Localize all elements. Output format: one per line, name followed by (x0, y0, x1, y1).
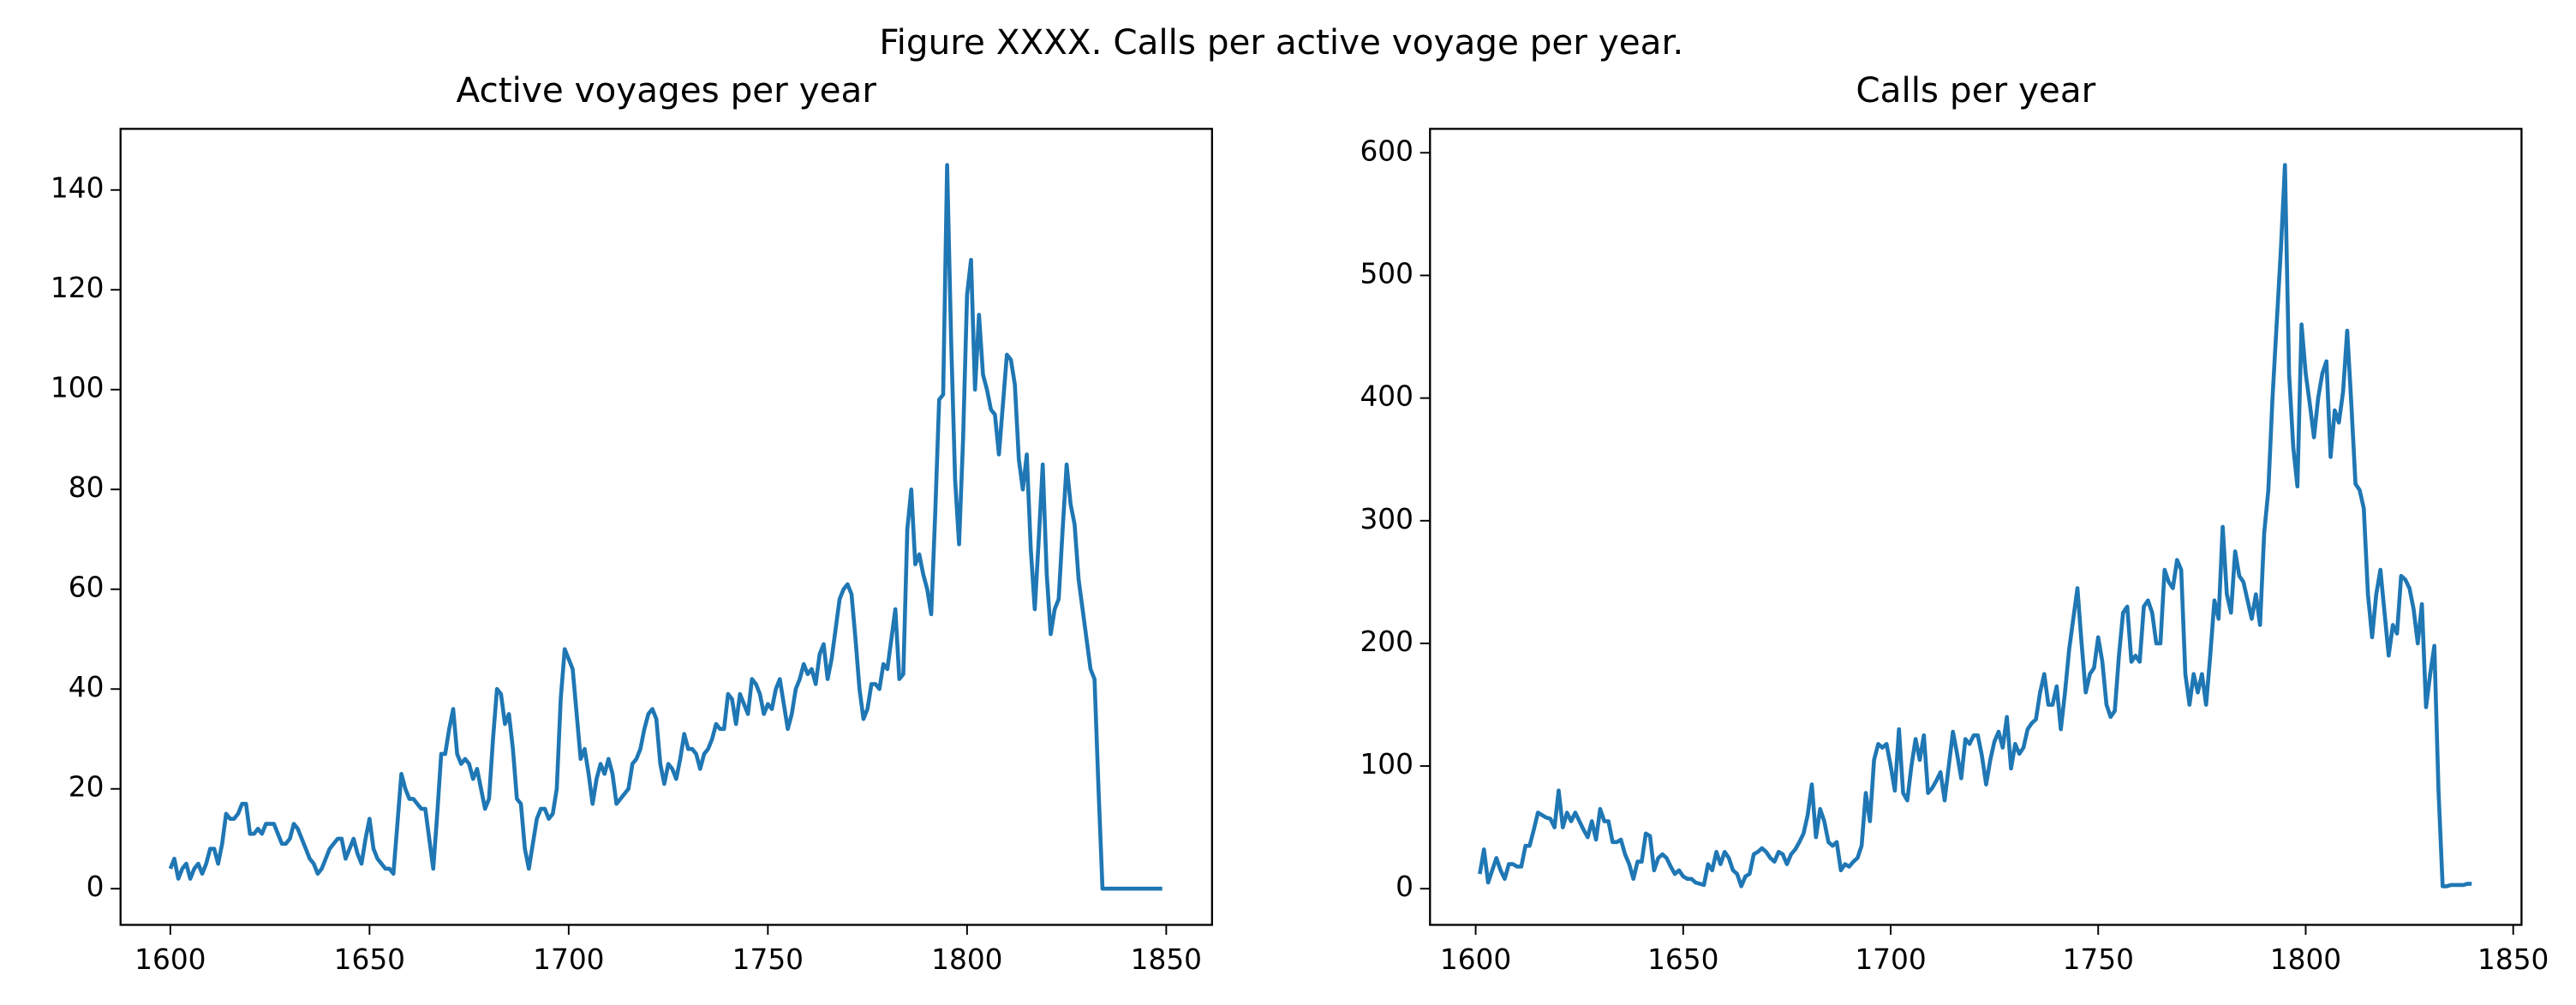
x-tick-label: 1700 (1855, 943, 1926, 976)
y-tick-label: 100 (51, 372, 105, 404)
figure-title: Figure XXXX. Calls per active voyage per… (879, 21, 1683, 63)
x-tick-label: 1700 (533, 943, 604, 976)
y-tick-label: 300 (1360, 503, 1414, 535)
x-tick-label: 1750 (2063, 943, 2134, 976)
y-tick-label: 100 (1360, 748, 1414, 781)
y-tick-label: 200 (1360, 625, 1414, 658)
y-tick-label: 20 (69, 771, 105, 804)
plot-frame (1429, 128, 2523, 926)
y-tick-label: 0 (1396, 870, 1414, 903)
plot-frame (119, 128, 1213, 926)
x-tick-label: 1600 (134, 943, 206, 976)
subplot-title: Calls per year (1856, 69, 2095, 111)
y-tick-label: 40 (69, 671, 105, 703)
y-tick-label: 500 (1360, 257, 1414, 290)
y-tick-label: 60 (69, 571, 105, 604)
data-line (1478, 163, 2472, 888)
x-tick-label: 1650 (1647, 943, 1718, 976)
x-tick-label: 1750 (732, 943, 804, 976)
x-tick-label: 1800 (931, 943, 1002, 976)
subplot-title: Active voyages per year (457, 69, 877, 111)
x-tick-label: 1850 (2477, 943, 2549, 976)
y-tick-label: 0 (87, 870, 105, 903)
data-line (168, 163, 1162, 891)
x-tick-label: 1800 (2270, 943, 2341, 976)
y-tick-label: 400 (1360, 380, 1414, 413)
x-tick-label: 1600 (1440, 943, 1511, 976)
x-tick-label: 1850 (1131, 943, 1202, 976)
y-tick-label: 600 (1360, 135, 1414, 167)
y-tick-label: 120 (51, 272, 105, 304)
y-tick-label: 140 (51, 172, 105, 205)
x-tick-label: 1650 (334, 943, 405, 976)
y-tick-label: 80 (69, 471, 105, 504)
